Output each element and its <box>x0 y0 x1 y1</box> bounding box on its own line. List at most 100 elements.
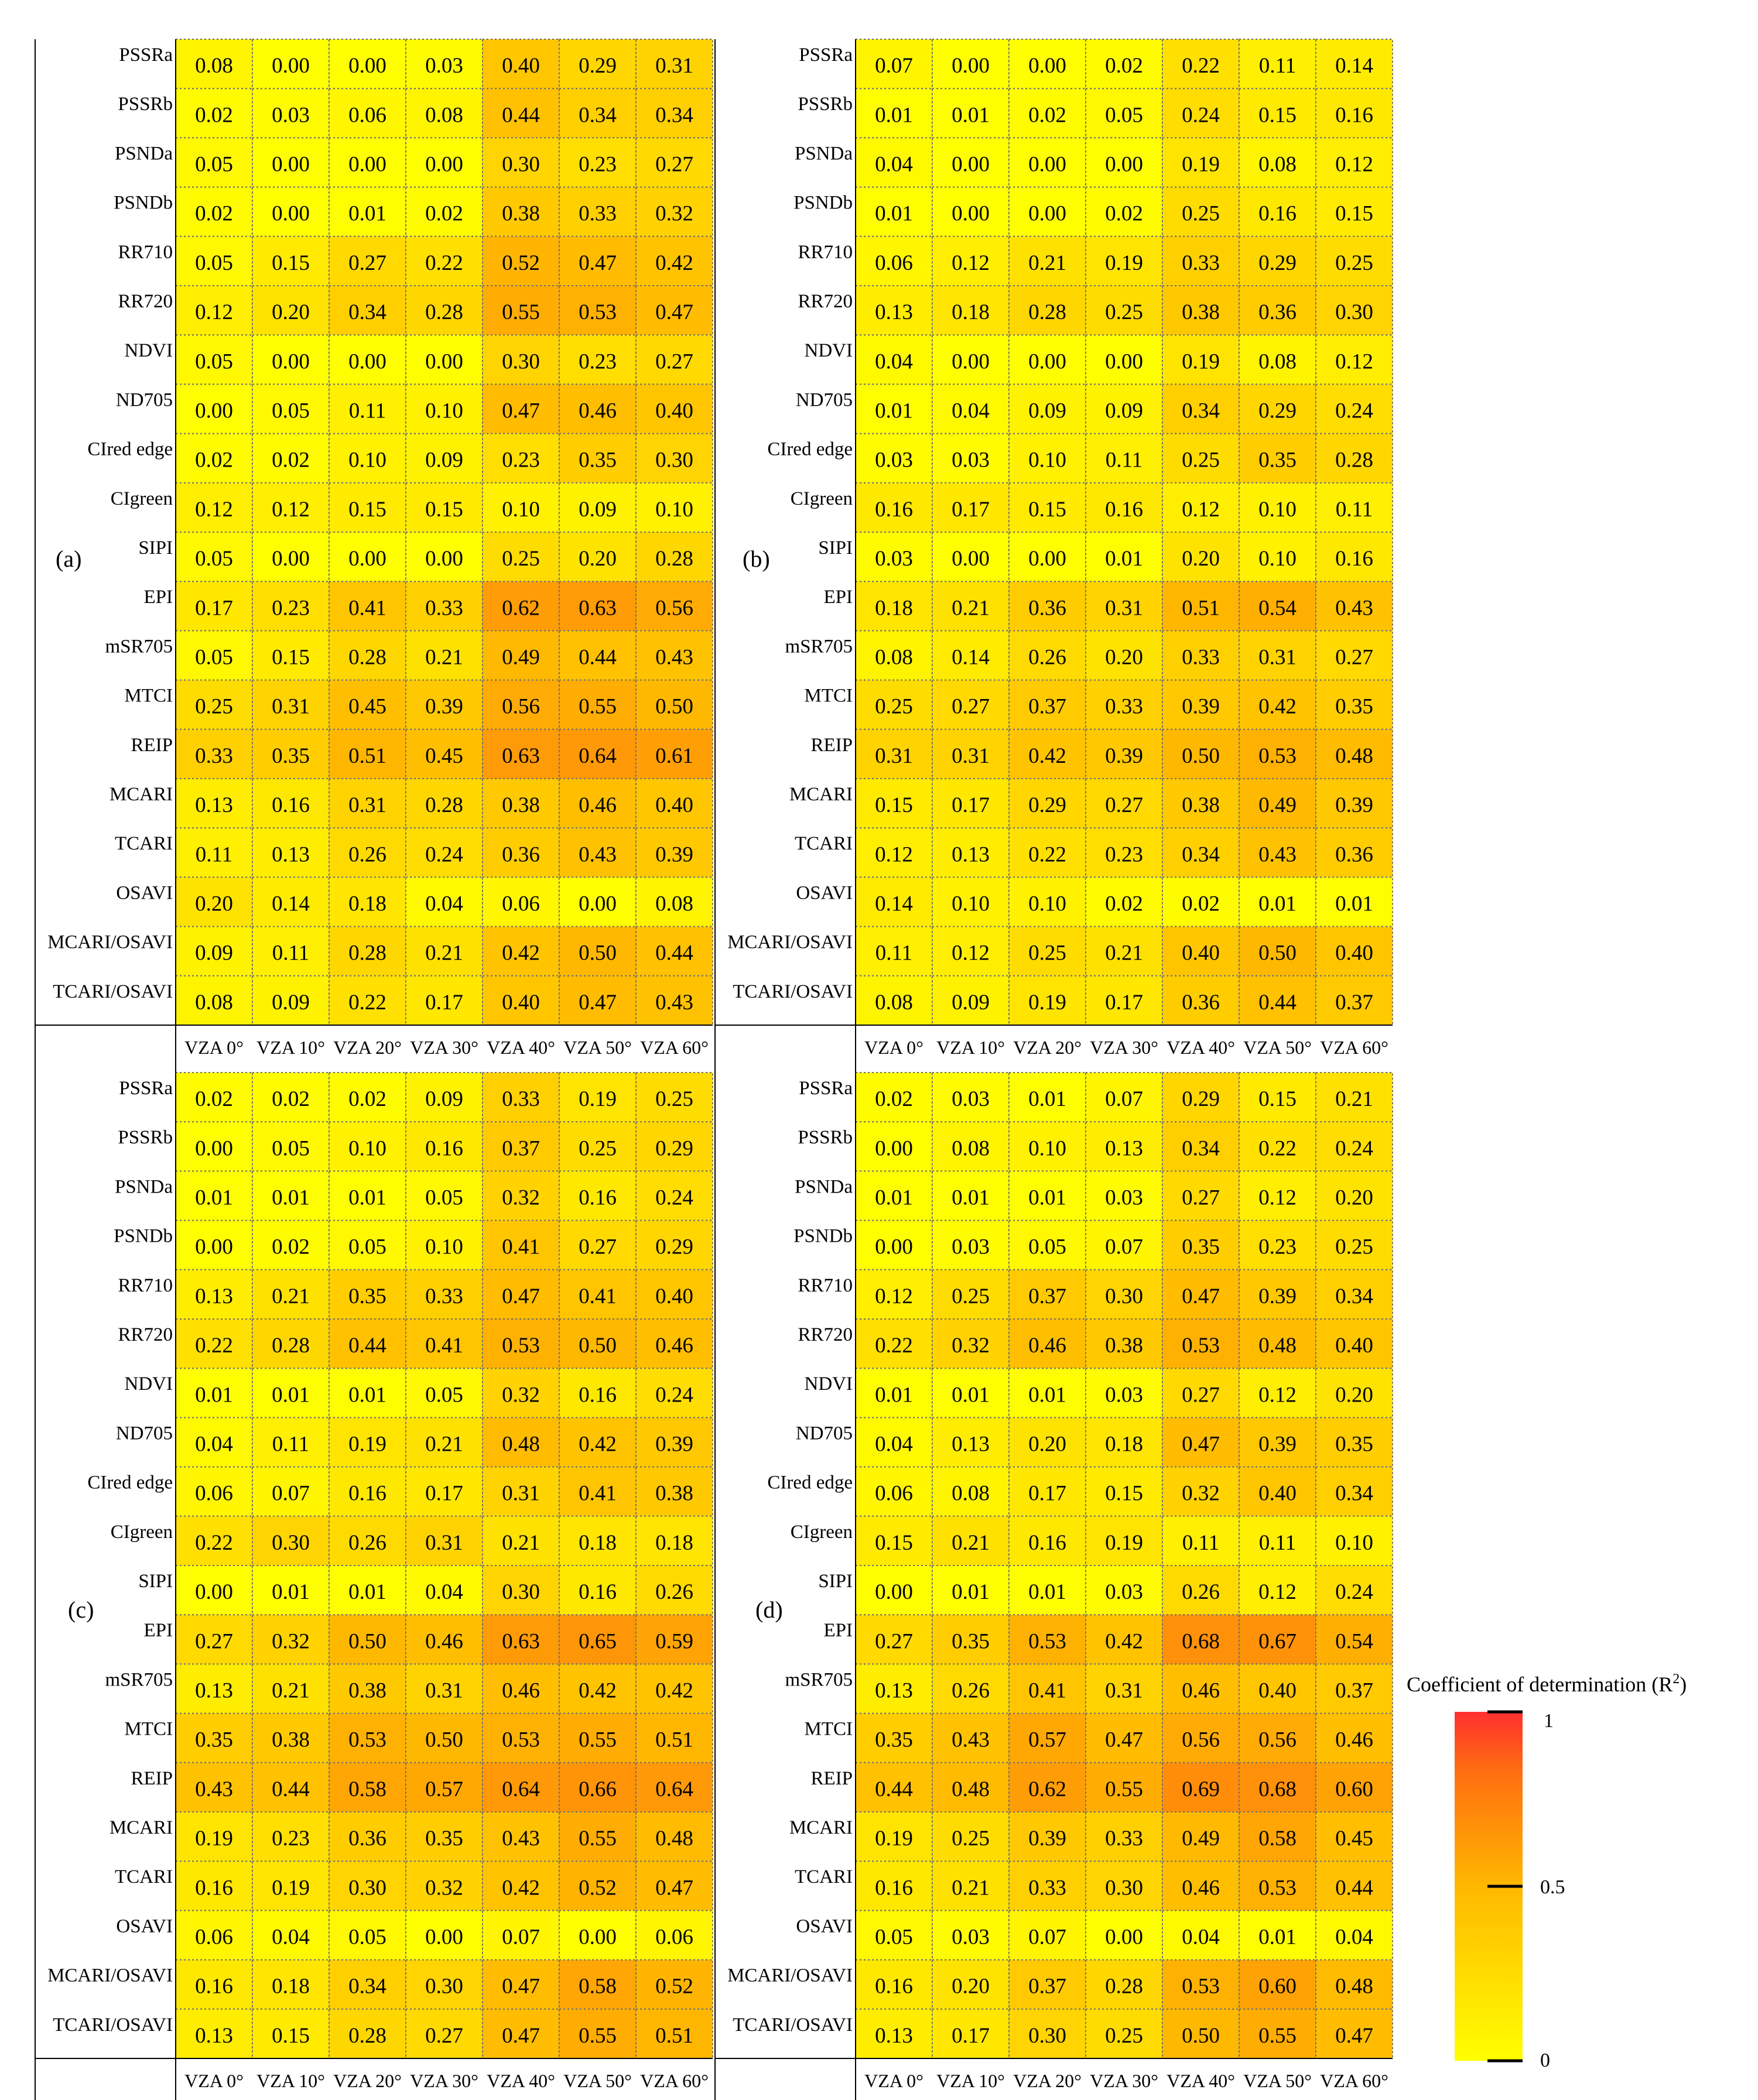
cell-value-label: 0.00 <box>195 1235 233 1259</box>
cell-value-label: 0.31 <box>952 744 990 768</box>
cell-value-label: 0.01 <box>348 202 387 226</box>
heatmap-cell <box>1315 1811 1393 1862</box>
cell-value-label: 0.45 <box>1335 1827 1373 1851</box>
heatmap-cell <box>252 39 330 90</box>
cell-value-label: 0.28 <box>1335 448 1373 472</box>
cell-value-label: 0.20 <box>1028 1433 1066 1457</box>
heatmap-cell <box>855 630 933 681</box>
cell-value-label: 0.10 <box>502 498 540 522</box>
cell-value-label: 0.10 <box>1335 1531 1373 1555</box>
heatmap-cell <box>329 39 406 90</box>
heatmap-cell <box>635 88 713 139</box>
cell-value-label: 0.64 <box>655 1777 693 1801</box>
cell-value-label: 0.17 <box>425 1482 463 1506</box>
cell-value-label: 0.65 <box>579 1629 617 1653</box>
cell-value-label: 0.02 <box>1028 103 1066 127</box>
heatmap-cell <box>1315 1565 1393 1616</box>
cell-value-label: 0.51 <box>655 1728 693 1752</box>
heatmap-cell <box>252 482 330 533</box>
cell-value-label: 0.58 <box>1258 1827 1297 1851</box>
heatmap-cell <box>329 926 406 977</box>
heatmap-cell <box>175 1663 253 1714</box>
cell-value-label: 0.28 <box>1028 300 1066 324</box>
cell-value-label: 0.14 <box>952 646 990 670</box>
cell-value-label: 0.01 <box>1105 547 1143 571</box>
cell-value-label: 0.13 <box>952 1433 990 1457</box>
cell-value-label: 0.02 <box>425 202 463 226</box>
heatmap-cell <box>1239 1614 1316 1665</box>
cell-value-label: 0.35 <box>195 1728 233 1752</box>
cell-value-label: 0.29 <box>655 1235 693 1259</box>
cell-value-label: 0.20 <box>272 300 310 324</box>
cell-value-label: 0.23 <box>502 448 540 472</box>
panel-label: (a) <box>56 546 81 572</box>
heatmap-cell <box>855 1318 933 1369</box>
cell-value-label: 0.39 <box>1258 1284 1297 1308</box>
cell-value-label: 0.34 <box>655 103 693 127</box>
cell-value-label: 0.00 <box>579 1926 617 1950</box>
cell-value-label: 0.33 <box>579 202 617 226</box>
cell-value-label: 0.68 <box>1258 1777 1297 1801</box>
heatmap-cell <box>855 926 933 977</box>
cell-value-label: 0.12 <box>1335 153 1373 177</box>
cell-value-label: 0.40 <box>1335 941 1373 965</box>
heatmap-cell <box>1008 137 1086 188</box>
cell-value-label: 0.47 <box>579 251 617 275</box>
cell-value-label: 0.53 <box>1182 1975 1220 1999</box>
heatmap-cell <box>1315 1318 1393 1369</box>
heatmap-cell <box>329 1121 406 1172</box>
cell-value-label: 0.28 <box>425 793 463 817</box>
row-label: MCARI <box>110 784 173 805</box>
cell-value-label: 0.16 <box>579 1383 617 1407</box>
cell-value-label: 0.30 <box>655 448 693 472</box>
cell-value-label: 0.27 <box>1105 793 1143 817</box>
cell-value-label: 0.36 <box>1028 596 1066 620</box>
row-label: RR720 <box>118 291 173 312</box>
row-label: CIred edge <box>87 439 173 460</box>
heatmap-cell <box>175 1466 253 1517</box>
cell-value-label: 0.21 <box>272 1679 310 1703</box>
heatmap-cell <box>932 1614 1010 1665</box>
cell-value-label: 0.38 <box>502 793 540 817</box>
cell-value-label: 0.06 <box>655 1926 693 1950</box>
cell-value-label: 0.03 <box>952 1235 990 1259</box>
colorbar: Coefficient of determination (R2) 1 0.5 … <box>1407 1671 1687 2071</box>
cell-value-label: 0.43 <box>655 646 693 670</box>
cell-value-label: 0.05 <box>195 350 233 374</box>
cell-value-label: 0.03 <box>952 448 990 472</box>
heatmap-cell <box>175 926 253 977</box>
row-label: mSR705 <box>785 1669 853 1690</box>
cell-value-label: 0.55 <box>579 695 617 719</box>
row-label: PSNDa <box>115 1176 173 1197</box>
heatmap-cell <box>932 876 1010 927</box>
cell-value-label: 0.53 <box>1258 1876 1297 1900</box>
row-label: EPI <box>144 587 173 608</box>
cell-value-label: 0.52 <box>502 251 540 275</box>
heatmap-cell <box>855 532 933 583</box>
cell-value-label: 0.20 <box>952 1975 990 1999</box>
cell-value-label: 0.20 <box>1335 1186 1373 1210</box>
cell-value-label: 0.47 <box>655 1876 693 1900</box>
heatmap-cell <box>1315 383 1393 434</box>
heatmap-cell <box>1008 532 1086 583</box>
cell-value-label: 0.17 <box>952 793 990 817</box>
cell-value-label: 0.43 <box>1335 596 1373 620</box>
cell-value-label: 0.47 <box>655 300 693 324</box>
cell-value-label: 0.03 <box>875 547 913 571</box>
heatmap-cell <box>175 235 253 286</box>
cell-value-label: 0.28 <box>348 2024 387 2048</box>
cell-value-label: 0.07 <box>875 54 913 78</box>
cell-value-label: 0.42 <box>655 251 693 275</box>
cell-value-label: 0.33 <box>425 596 463 620</box>
heatmap-cell <box>1239 383 1316 434</box>
cell-value-label: 0.68 <box>1182 1629 1220 1653</box>
heatmap-cell <box>1162 88 1240 139</box>
heatmap-cell <box>855 1121 933 1172</box>
heatmap-cell <box>1315 1121 1393 1172</box>
heatmap-cell <box>1008 1663 1086 1714</box>
cell-value-label: 0.11 <box>272 1433 309 1457</box>
row-label: PSSRb <box>798 94 853 115</box>
cell-value-label: 0.47 <box>502 399 540 423</box>
heatmap-cell <box>559 1762 637 1813</box>
cell-value-label: 0.13 <box>1105 1136 1143 1160</box>
